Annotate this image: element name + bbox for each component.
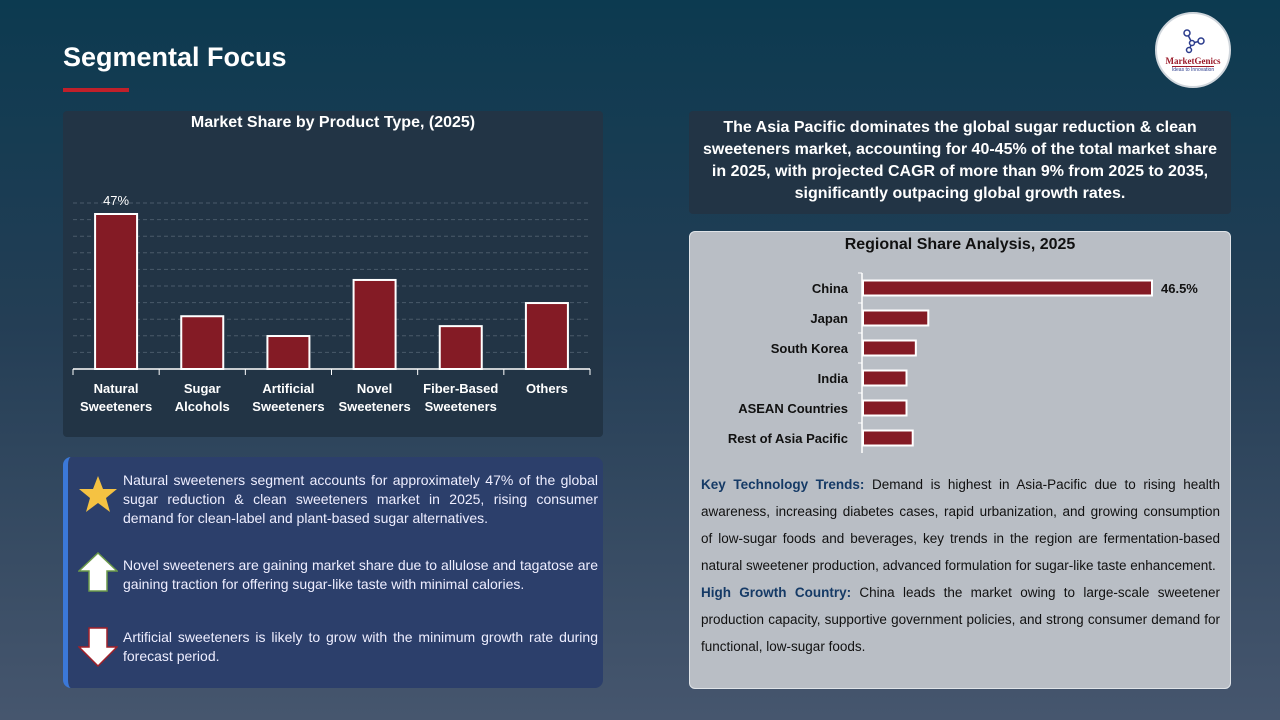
category-label: Rest of Asia Pacific bbox=[728, 431, 848, 446]
arrow-down-icon bbox=[77, 627, 119, 668]
product-type-chart-panel: Market Share by Product Type, (2025) 47%… bbox=[63, 111, 603, 437]
insights-panel: Natural sweeteners segment accounts for … bbox=[63, 457, 603, 688]
category-label: Others bbox=[526, 381, 568, 396]
bar-artificial-sweeteners bbox=[266, 335, 311, 370]
bar-rest-of-asia-pacific bbox=[862, 429, 914, 447]
category-label: China bbox=[812, 281, 849, 296]
bar-natural-sweeteners bbox=[94, 213, 139, 370]
star-icon bbox=[78, 474, 118, 514]
data-label: 47% bbox=[103, 193, 129, 208]
category-label: Sweeteners bbox=[425, 399, 497, 414]
bar-south-korea bbox=[862, 339, 917, 357]
tech-trends-label: Key Technology Trends: bbox=[701, 477, 865, 492]
bar-japan bbox=[862, 309, 930, 327]
trends-text: Key Technology Trends: Demand is highest… bbox=[701, 471, 1220, 660]
category-label: Sugar bbox=[184, 381, 221, 396]
bullet-text: Natural sweeteners segment accounts for … bbox=[123, 472, 598, 526]
product-type-bar-chart: 47% Natural Sweeteners Sugar Alcohols Artific… bbox=[72, 193, 591, 414]
asia-pacific-callout: The Asia Pacific dominates the global su… bbox=[689, 111, 1231, 214]
category-label: Sweeteners bbox=[80, 399, 152, 414]
growth-country-label: High Growth Country: bbox=[701, 585, 852, 600]
category-label: South Korea bbox=[771, 341, 849, 356]
growth-country-text: China leads the market owing to large-sc… bbox=[701, 585, 1220, 654]
bar-fiber-based-sweeteners bbox=[438, 325, 483, 370]
category-label: ASEAN Countries bbox=[738, 401, 848, 416]
data-label: 46.5% bbox=[1161, 281, 1198, 296]
tech-trends-text: Demand is highest in Asia-Pacific due to… bbox=[701, 477, 1220, 573]
page-title: Segmental Focus bbox=[63, 42, 287, 72]
bar-novel-sweeteners bbox=[352, 278, 397, 370]
regional-bar-chart: China 46.5% Japan South Korea India ASEAN Cou… bbox=[728, 272, 1198, 453]
regional-share-panel: Regional Share Analysis, 2025 China 46.5%… bbox=[689, 231, 1231, 689]
category-label: Japan bbox=[810, 311, 848, 326]
logo-tagline: Ideas to Innovation bbox=[1171, 65, 1215, 73]
chart-title: Regional Share Analysis, 2025 bbox=[844, 236, 1076, 253]
category-label: Natural bbox=[94, 381, 139, 396]
title-underline bbox=[63, 88, 129, 92]
molecule-icon bbox=[1183, 28, 1205, 53]
chart-title: Market Share by Product Type, (2025) bbox=[190, 114, 476, 131]
category-label: Artificial bbox=[262, 381, 314, 396]
category-label: Novel bbox=[357, 381, 392, 396]
category-label: India bbox=[818, 371, 849, 386]
category-label: Sweeteners bbox=[252, 399, 324, 414]
bullet-text: Artificial sweeteners is likely to grow … bbox=[123, 629, 598, 664]
category-label: Alcohols bbox=[175, 399, 230, 414]
bullet-text: Novel sweeteners are gaining market shar… bbox=[123, 557, 598, 592]
logo-brand: MarketGenics bbox=[1165, 55, 1221, 66]
arrow-up-icon bbox=[77, 551, 119, 592]
bar-sugar-alcohols bbox=[180, 315, 225, 370]
bar-others bbox=[524, 302, 569, 370]
logo: MarketGenics Ideas to Innovation bbox=[1155, 12, 1231, 88]
bar-asean-countries bbox=[862, 399, 908, 417]
category-label: Sweeteners bbox=[338, 399, 410, 414]
bar-india bbox=[862, 369, 908, 387]
category-label: Fiber-Based bbox=[423, 381, 498, 396]
bar-china bbox=[862, 279, 1153, 297]
